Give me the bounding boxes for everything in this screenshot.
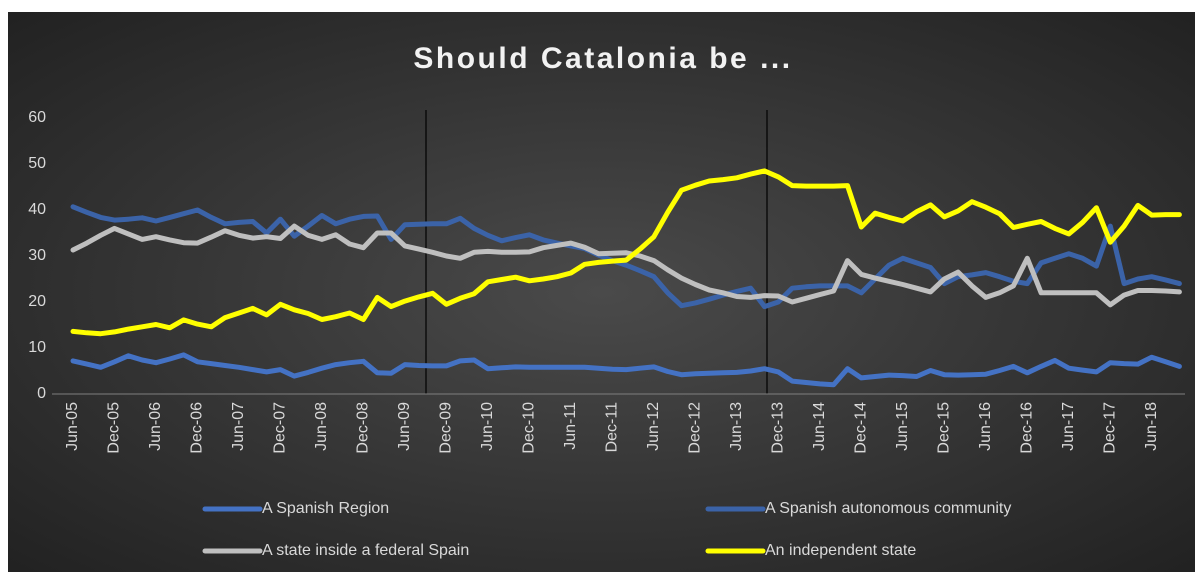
x-tick-label: Jun-11 [562,402,579,450]
x-tick-label: Dec-15 [936,402,953,454]
x-tick-label: Dec-07 [272,402,289,454]
x-tick-label: Jun-10 [479,402,496,451]
x-tick-label: Jun-13 [728,402,745,451]
x-tick-label: Dec-16 [1018,402,1035,454]
series-line [70,204,1182,310]
x-tick-label: Jun-05 [64,402,81,451]
legend-label: A state inside a federal Spain [262,542,469,559]
y-tick-label: 50 [28,155,46,172]
legend-label: A Spanish autonomous community [765,500,1011,517]
y-tick-label: 10 [28,339,46,356]
x-tick-label: Dec-12 [687,402,704,454]
series-line [70,352,1182,388]
chart-title: Should Catalonia be ... [413,42,792,75]
x-tick-label: Dec-17 [1101,402,1118,454]
x-tick-label: Dec-11 [604,402,621,452]
y-tick-label: 0 [37,385,46,402]
x-tick-label: Jun-17 [1060,402,1077,451]
x-tick-label: Jun-18 [1143,402,1160,451]
x-tick-label: Jun-07 [230,402,247,451]
series-line [70,168,1182,337]
series-line [70,223,1182,308]
y-tick-label: 20 [28,293,46,310]
x-tick-label: Dec-09 [438,402,455,454]
x-tick-label: Jun-16 [977,402,994,451]
x-tick-label: Jun-12 [645,402,662,451]
x-tick-label: Dec-13 [770,402,787,454]
x-tick-label: Dec-06 [189,402,206,454]
x-tick-label: Jun-15 [894,402,911,451]
x-tick-label: Jun-06 [147,402,164,451]
x-tick-label: Dec-05 [106,402,123,454]
x-tick-label: Jun-08 [313,402,330,451]
chart-background [8,12,1195,572]
y-tick-label: 60 [28,109,46,126]
y-tick-label: 30 [28,247,46,264]
x-tick-label: Dec-08 [355,402,372,454]
x-tick-label: Dec-10 [521,402,538,454]
y-tick-label: 40 [28,201,46,218]
legend-label: A Spanish Region [262,500,389,517]
legend-label: An independent state [765,542,916,559]
x-tick-label: Jun-09 [396,402,413,451]
x-tick-label: Dec-14 [853,402,870,454]
x-tick-label: Jun-14 [811,402,828,451]
